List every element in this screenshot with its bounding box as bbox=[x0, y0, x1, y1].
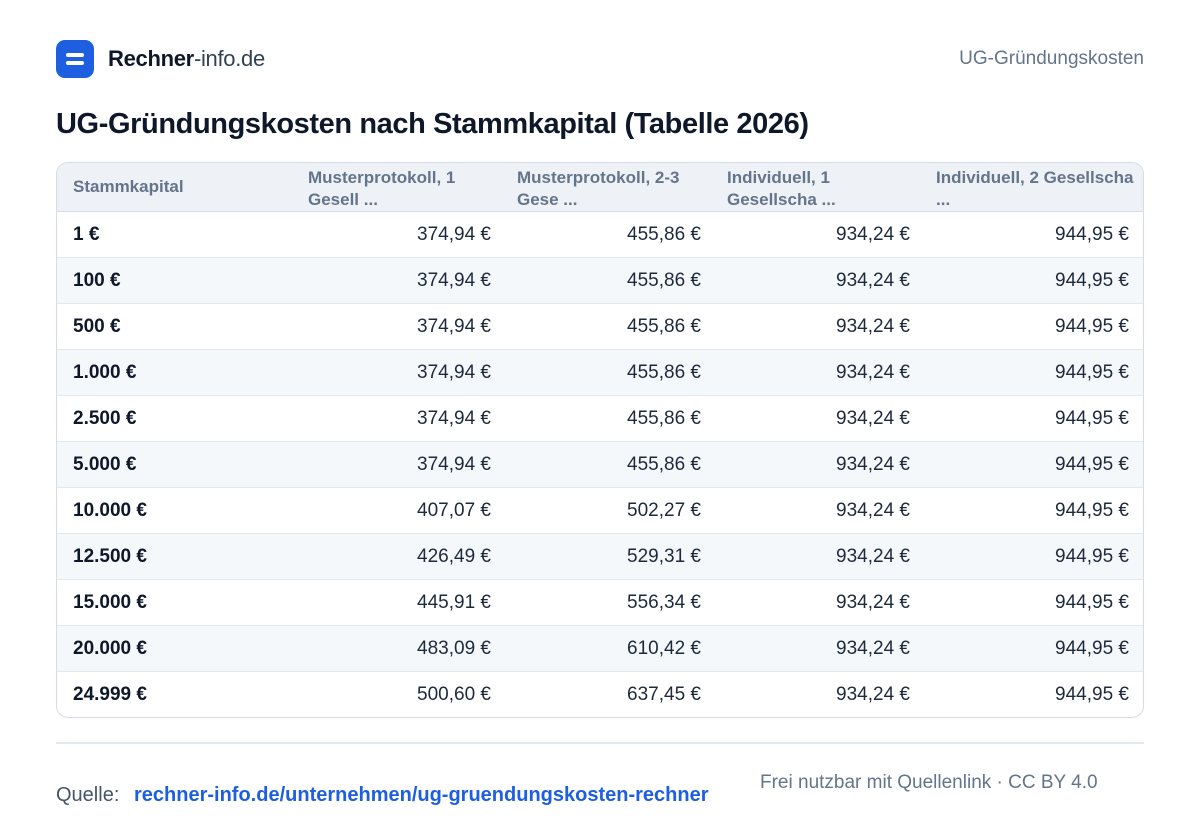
cell-stammkapital: 1 € bbox=[73, 223, 100, 245]
column-header-individuell-2: Individuell, 2 Gesellscha ... bbox=[926, 163, 1143, 212]
cell-cost: 502,27 € bbox=[507, 487, 717, 534]
cell-cost: 934,24 € bbox=[717, 303, 926, 350]
brand-name-light: -info.de bbox=[193, 46, 265, 71]
logo-icon bbox=[56, 40, 94, 78]
cell-cost: 500,60 € bbox=[298, 671, 507, 717]
header: Rechner-info.de UG-Gründungskosten bbox=[56, 40, 1144, 78]
cell-cost: 374,94 € bbox=[298, 257, 507, 304]
cell-cost: 944,95 € bbox=[926, 395, 1143, 442]
cell-cost: 944,95 € bbox=[926, 441, 1143, 488]
table-row: 1 € 374,94 € 455,86 € 934,24 € 944,95 € bbox=[57, 212, 1143, 258]
brand-name-strong: Rechner bbox=[108, 46, 194, 71]
cell-cost: 374,94 € bbox=[298, 441, 507, 488]
cell-cost: 445,91 € bbox=[298, 579, 507, 626]
table-row: 500 €374,94 €455,86 €934,24 €944,95 € bbox=[57, 303, 1143, 350]
cell-cost: 944,95 € bbox=[926, 487, 1143, 534]
cell-cost: 934,24 € bbox=[717, 533, 926, 580]
cell-cost: 637,45 € bbox=[507, 671, 717, 717]
table-row: 12.500 €426,49 €529,31 €934,24 €944,95 € bbox=[57, 533, 1143, 580]
column-header-individuell-1: Individuell, 1 Gesellscha ... bbox=[717, 163, 926, 212]
cell-cost: 374,94 € bbox=[417, 223, 491, 245]
column-header-musterprotokoll-1: Musterprotokoll, 1 Gesell ... bbox=[298, 163, 507, 212]
cell-cost: 374,94 € bbox=[298, 395, 507, 442]
cell-cost: 529,31 € bbox=[507, 533, 717, 580]
cell-cost: 374,94 € bbox=[298, 349, 507, 396]
cell-cost: 556,34 € bbox=[507, 579, 717, 626]
table-row: 15.000 €445,91 €556,34 €934,24 €944,95 € bbox=[57, 579, 1143, 626]
cell-stammkapital: 12.500 € bbox=[57, 533, 298, 580]
brand-name: Rechner-info.de bbox=[108, 46, 265, 72]
cell-cost: 455,86 € bbox=[507, 303, 717, 350]
cell-stammkapital: 2.500 € bbox=[57, 395, 298, 442]
cell-cost: 944,95 € bbox=[926, 349, 1143, 396]
table-row: 20.000 €483,09 €610,42 €934,24 €944,95 € bbox=[57, 625, 1143, 672]
cell-cost: 483,09 € bbox=[298, 625, 507, 672]
cell-stammkapital: 24.999 € bbox=[57, 671, 298, 717]
cell-cost: 374,94 € bbox=[298, 303, 507, 350]
cell-cost: 426,49 € bbox=[298, 533, 507, 580]
cell-stammkapital: 100 € bbox=[57, 257, 298, 304]
brand[interactable]: Rechner-info.de bbox=[56, 40, 265, 78]
cell-cost: 455,86 € bbox=[507, 257, 717, 304]
source-label: Quelle: bbox=[56, 784, 120, 806]
cell-cost: 944,95 € bbox=[926, 579, 1143, 626]
table-row: 5.000 €374,94 €455,86 €934,24 €944,95 € bbox=[57, 441, 1143, 488]
page-label: UG-Gründungskosten bbox=[959, 48, 1144, 69]
cell-cost: 944,95 € bbox=[926, 671, 1143, 717]
cell-cost: 455,86 € bbox=[507, 395, 717, 442]
cell-cost: 944,95 € bbox=[926, 257, 1143, 304]
cell-cost: 934,24 € bbox=[717, 441, 926, 488]
column-header-stammkapital: Stammkapital bbox=[57, 163, 298, 212]
cell-cost: 934,24 € bbox=[717, 579, 926, 626]
footer: Quelle: rechner-info.de/unternehmen/ug-g… bbox=[56, 766, 1144, 822]
cell-cost: 944,95 € bbox=[926, 303, 1143, 350]
cell-stammkapital: 5.000 € bbox=[57, 441, 298, 488]
cell-cost: 944,95 € bbox=[926, 533, 1143, 580]
source-link[interactable]: rechner-info.de/unternehmen/ug-gruendung… bbox=[134, 784, 709, 806]
cell-cost: 610,42 € bbox=[507, 625, 717, 672]
cell-cost: 934,24 € bbox=[717, 257, 926, 304]
cell-cost: 934,24 € bbox=[836, 223, 910, 245]
cost-table: Stammkapital Musterprotokoll, 1 Gesell .… bbox=[57, 163, 1143, 717]
table-header-row: Stammkapital Musterprotokoll, 1 Gesell .… bbox=[57, 163, 1143, 212]
cell-stammkapital: 10.000 € bbox=[57, 487, 298, 534]
cell-cost: 455,86 € bbox=[627, 223, 701, 245]
table-row: 2.500 €374,94 €455,86 €934,24 €944,95 € bbox=[57, 395, 1143, 442]
cell-cost: 407,07 € bbox=[298, 487, 507, 534]
cell-cost: 944,95 € bbox=[926, 625, 1143, 672]
cell-cost: 934,24 € bbox=[717, 487, 926, 534]
cell-stammkapital: 15.000 € bbox=[57, 579, 298, 626]
table-row: 24.999 €500,60 €637,45 €934,24 €944,95 € bbox=[57, 671, 1143, 717]
cell-stammkapital: 500 € bbox=[57, 303, 298, 350]
cell-stammkapital: 20.000 € bbox=[57, 625, 298, 672]
table-row: 10.000 €407,07 €502,27 €934,24 €944,95 € bbox=[57, 487, 1143, 534]
table-body: 1 €374,94 €455,86 €934,24 €944,95 €100 €… bbox=[57, 212, 1143, 717]
cell-stammkapital: 1.000 € bbox=[57, 349, 298, 396]
footer-divider bbox=[56, 742, 1144, 744]
table-row: 100 €374,94 €455,86 €934,24 €944,95 € bbox=[57, 257, 1143, 304]
cost-table-container: Stammkapital Musterprotokoll, 1 Gesell .… bbox=[56, 162, 1144, 718]
cell-cost: 944,95 € bbox=[1055, 223, 1129, 245]
cell-cost: 934,24 € bbox=[717, 671, 926, 717]
cell-cost: 934,24 € bbox=[717, 395, 926, 442]
cell-cost: 934,24 € bbox=[717, 625, 926, 672]
cell-cost: 455,86 € bbox=[507, 349, 717, 396]
cell-cost: 934,24 € bbox=[717, 349, 926, 396]
license-text: Frei nutzbar mit Quellenlink · CC BY 4.0 bbox=[760, 772, 1098, 793]
page-title: UG-Gründungskosten nach Stammkapital (Ta… bbox=[56, 108, 809, 140]
cell-cost: 455,86 € bbox=[507, 441, 717, 488]
column-header-musterprotokoll-2-3: Musterprotokoll, 2-3 Gese ... bbox=[507, 163, 717, 212]
table-row: 1.000 €374,94 €455,86 €934,24 €944,95 € bbox=[57, 349, 1143, 396]
